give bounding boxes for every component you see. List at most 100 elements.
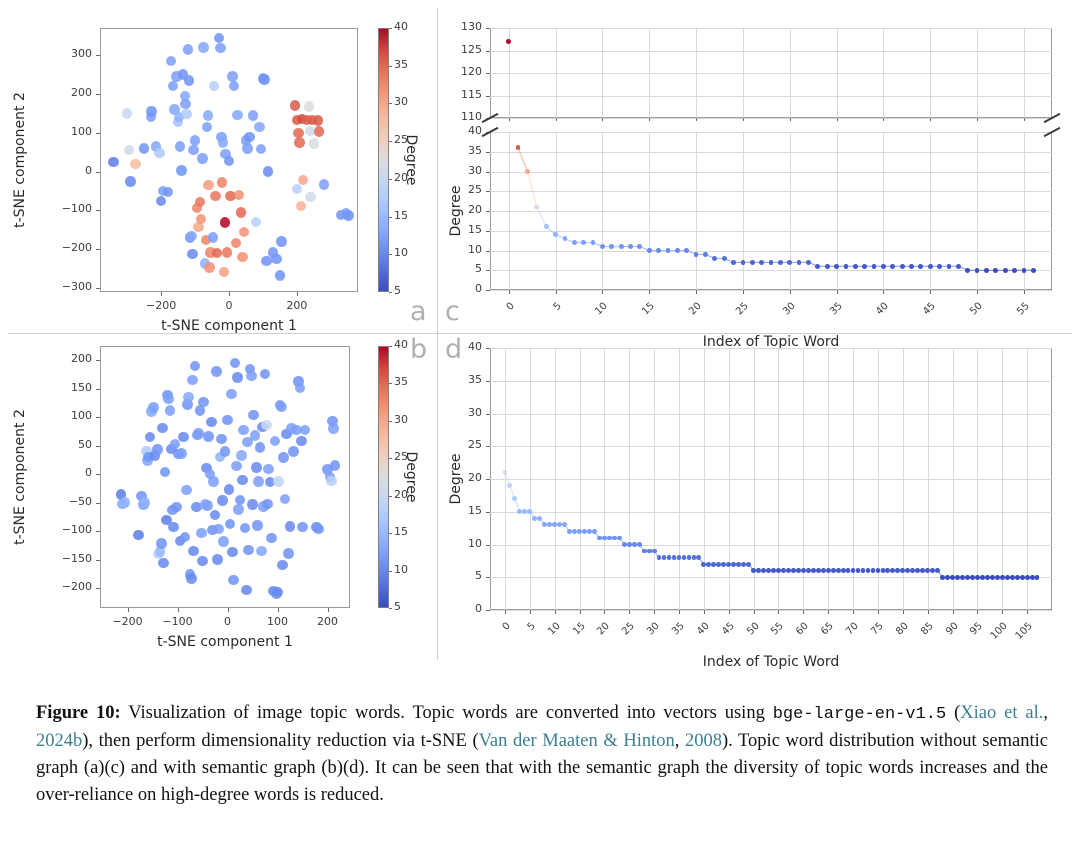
scatter-point bbox=[273, 476, 284, 487]
citation-xiao-author[interactable]: Xiao et al. bbox=[960, 703, 1044, 723]
scatter-point bbox=[213, 523, 224, 535]
citation-maaten-year[interactable]: 2008 bbox=[684, 730, 722, 751]
scatter-point bbox=[233, 504, 244, 515]
x-tick bbox=[696, 118, 698, 121]
y-tick bbox=[96, 417, 100, 419]
data-point bbox=[815, 568, 821, 574]
citation-maaten-author[interactable]: Van der Maaten & Hinton bbox=[478, 730, 675, 751]
data-point bbox=[628, 244, 633, 249]
y-tick bbox=[96, 55, 100, 57]
data-point bbox=[771, 568, 776, 574]
data-point bbox=[1009, 574, 1015, 580]
scatter-point bbox=[231, 460, 242, 472]
scatter-point bbox=[217, 137, 229, 148]
scatter-point bbox=[176, 448, 187, 459]
scatter-point bbox=[216, 433, 227, 445]
data-point bbox=[706, 561, 712, 567]
grid-line-h bbox=[490, 191, 1052, 193]
scatter-point bbox=[202, 500, 213, 511]
scatter-point bbox=[262, 166, 274, 177]
grid-line-h bbox=[490, 544, 1052, 546]
data-point bbox=[840, 568, 846, 574]
data-point bbox=[950, 574, 955, 580]
caption-figure-number: Figure 10: bbox=[36, 703, 121, 723]
y-tick bbox=[486, 151, 490, 153]
scatter-point bbox=[209, 509, 221, 521]
data-point bbox=[656, 555, 662, 560]
scatter-point bbox=[166, 55, 177, 67]
colorbar-label: Degree bbox=[403, 134, 419, 186]
scatter-point bbox=[219, 217, 231, 228]
data-point bbox=[587, 529, 592, 534]
x-tick bbox=[327, 608, 329, 612]
x-tick bbox=[579, 610, 581, 614]
data-point bbox=[581, 240, 587, 245]
data-point bbox=[850, 568, 856, 574]
y-tick bbox=[96, 94, 100, 95]
x-tick bbox=[930, 290, 932, 294]
grid-line-h bbox=[490, 290, 1052, 291]
y-tick-label: −150 bbox=[61, 551, 92, 565]
x-tick bbox=[728, 610, 730, 614]
data-point bbox=[740, 259, 746, 265]
scatter-point bbox=[254, 442, 266, 453]
scatter-point bbox=[217, 177, 228, 188]
data-point bbox=[852, 263, 858, 269]
y-tick-label: 300 bbox=[71, 47, 92, 61]
plot-frame bbox=[100, 346, 350, 608]
scatter-point bbox=[206, 416, 217, 427]
caption-text-5: , bbox=[674, 730, 685, 751]
x-tick bbox=[853, 610, 855, 614]
scatter-point bbox=[207, 232, 218, 243]
scatter-point bbox=[243, 544, 254, 556]
data-point bbox=[800, 568, 806, 574]
scatter-point bbox=[277, 559, 288, 570]
data-point bbox=[592, 529, 597, 534]
data-point bbox=[920, 568, 926, 574]
x-tick-label: 0 bbox=[225, 299, 233, 312]
data-point bbox=[974, 574, 980, 580]
x-tick bbox=[161, 292, 163, 296]
data-point bbox=[515, 145, 521, 151]
grid-line-h bbox=[490, 413, 1052, 415]
scatter-point bbox=[187, 248, 198, 260]
scatter-point bbox=[244, 363, 256, 374]
data-point bbox=[525, 169, 530, 174]
scatter-point bbox=[299, 424, 311, 435]
scatter-point bbox=[163, 393, 174, 405]
data-point bbox=[925, 568, 931, 574]
colorbar-tick bbox=[389, 292, 392, 293]
colorbar-tick-label: 10 bbox=[394, 246, 408, 260]
data-point bbox=[572, 529, 577, 534]
caption-text-6: ). Topic word distribution without seman… bbox=[36, 730, 1048, 806]
colorbar-tick bbox=[389, 28, 392, 29]
data-point bbox=[749, 259, 755, 265]
scatter-point bbox=[237, 251, 248, 263]
scatter-point bbox=[196, 527, 207, 538]
scatter-point bbox=[276, 236, 287, 247]
y-tick-label: 100 bbox=[71, 409, 92, 423]
scatter-point bbox=[121, 108, 133, 119]
scatter-point bbox=[212, 554, 223, 565]
data-point bbox=[915, 568, 921, 574]
y-tick-label: 20 bbox=[468, 471, 482, 484]
scatter-point bbox=[278, 452, 289, 463]
data-point bbox=[993, 267, 999, 273]
y-tick-label: 15 bbox=[468, 503, 482, 517]
citation-xiao-year[interactable]: 2024b bbox=[36, 730, 83, 751]
y-tick-label: −200 bbox=[61, 241, 92, 255]
y-tick-label: 130 bbox=[461, 20, 482, 33]
scatter-point bbox=[297, 174, 309, 186]
y-tick bbox=[486, 211, 490, 212]
data-point bbox=[703, 252, 708, 257]
x-tick bbox=[127, 608, 129, 612]
scatter-point bbox=[228, 81, 240, 92]
data-point bbox=[910, 568, 916, 574]
colorbar-tick-label: 30 bbox=[394, 412, 408, 426]
scatter-point bbox=[327, 415, 338, 427]
grid-line-h bbox=[490, 132, 1052, 133]
scatter-point bbox=[187, 374, 198, 386]
colorbar bbox=[378, 28, 389, 292]
y-tick bbox=[486, 348, 490, 349]
colorbar-tick-label: 40 bbox=[394, 338, 408, 351]
